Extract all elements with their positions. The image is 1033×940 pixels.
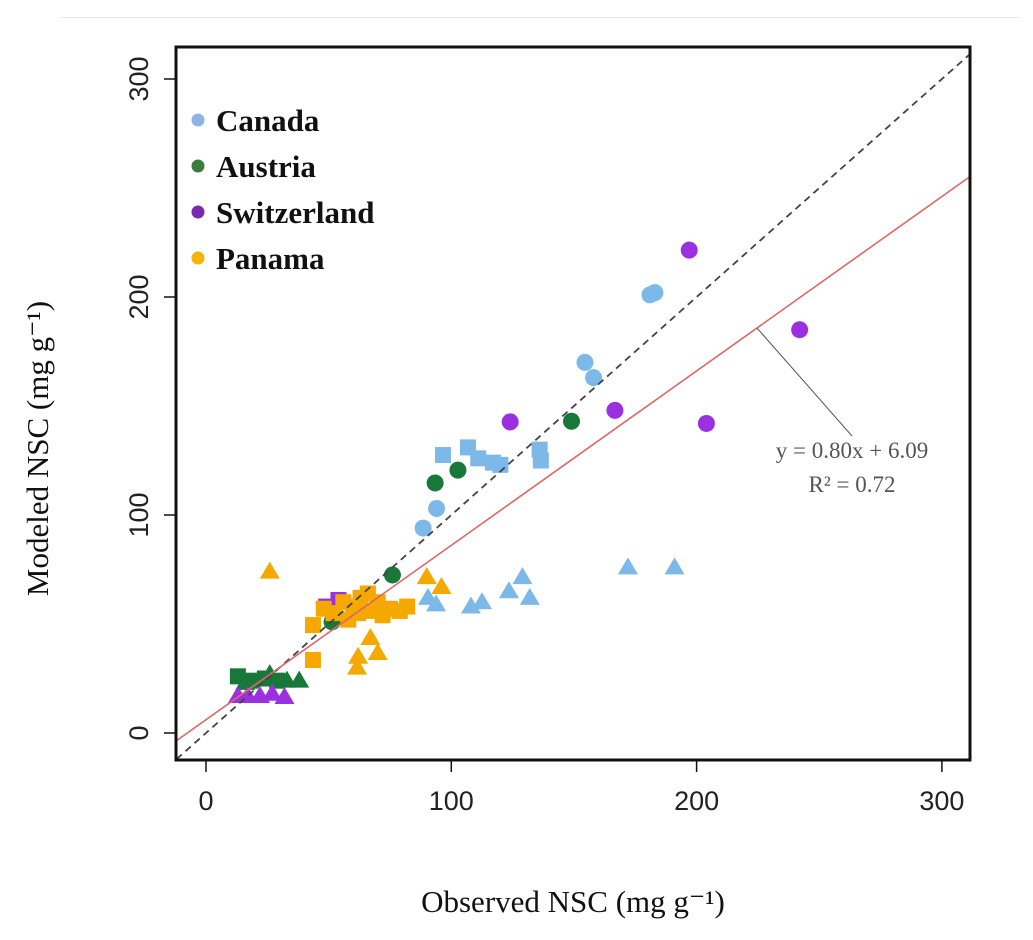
point-panama (348, 646, 369, 664)
point-switzerland (262, 683, 283, 701)
point-austria (562, 412, 580, 430)
point-canada (460, 596, 481, 614)
point-canada (470, 450, 487, 467)
y-axis-label: Modeled NSC (mg g⁻¹) (20, 301, 55, 596)
point-panama (399, 598, 416, 615)
plot-frame (174, 45, 972, 762)
legend-marker-panama (191, 251, 205, 265)
regression-line (176, 175, 970, 742)
y-tick-label: 300 (124, 56, 154, 101)
plot-area (176, 52, 970, 760)
y-tick-label: 0 (124, 725, 154, 740)
y-tick-label: 200 (124, 274, 154, 319)
legend-label-switzerland: Switzerland (216, 195, 374, 230)
x-axis-label: Observed NSC (mg g⁻¹) (421, 884, 725, 919)
legend-marker-switzerland (191, 205, 205, 219)
point-switzerland (274, 687, 295, 705)
y-tick-label: 100 (124, 492, 154, 537)
point-austria (383, 566, 401, 584)
point-canada (519, 587, 540, 605)
identity-line (176, 52, 970, 760)
point-canada (414, 519, 432, 537)
point-canada (426, 594, 447, 612)
point-canada (498, 581, 519, 599)
point-austria (235, 672, 256, 690)
point-canada (512, 567, 533, 585)
annotation-pointer (756, 327, 853, 437)
point-canada (664, 557, 685, 575)
point-canada (585, 369, 603, 387)
legend-label-panama: Panama (216, 241, 325, 276)
point-austria (259, 664, 280, 682)
point-panama (367, 642, 388, 660)
point-canada (617, 557, 638, 575)
point-switzerland (791, 321, 809, 339)
point-austria (426, 474, 444, 492)
point-canada (576, 353, 594, 371)
x-tick-label: 300 (919, 786, 964, 816)
legend-marker-austria (191, 159, 205, 173)
point-austria (449, 461, 467, 479)
point-panama (259, 561, 280, 579)
r-squared-label: R² = 0.72 (809, 472, 896, 497)
point-switzerland (697, 414, 715, 432)
point-panama (304, 651, 321, 668)
point-switzerland (501, 413, 519, 431)
point-canada (646, 284, 664, 302)
x-tick-label: 0 (198, 786, 213, 816)
regression-equation: y = 0.80x + 6.09 (776, 438, 928, 463)
point-switzerland (680, 241, 698, 259)
legend-label-austria: Austria (216, 149, 316, 184)
x-tick-label: 200 (674, 786, 719, 816)
x-tick-label: 100 (429, 786, 474, 816)
legend-marker-canada (191, 113, 205, 127)
point-switzerland (606, 401, 624, 419)
point-austria (289, 670, 310, 688)
point-panama (304, 617, 321, 634)
point-panama (369, 594, 386, 611)
point-panama (416, 567, 437, 585)
point-canada (434, 447, 451, 464)
legend-label-canada: Canada (216, 103, 320, 138)
point-canada (471, 592, 492, 610)
point-panama (347, 657, 368, 675)
point-panama (431, 576, 452, 594)
point-canada (428, 499, 446, 517)
point-panama (360, 627, 381, 645)
point-canada (532, 452, 549, 469)
top-divider (60, 17, 1020, 18)
